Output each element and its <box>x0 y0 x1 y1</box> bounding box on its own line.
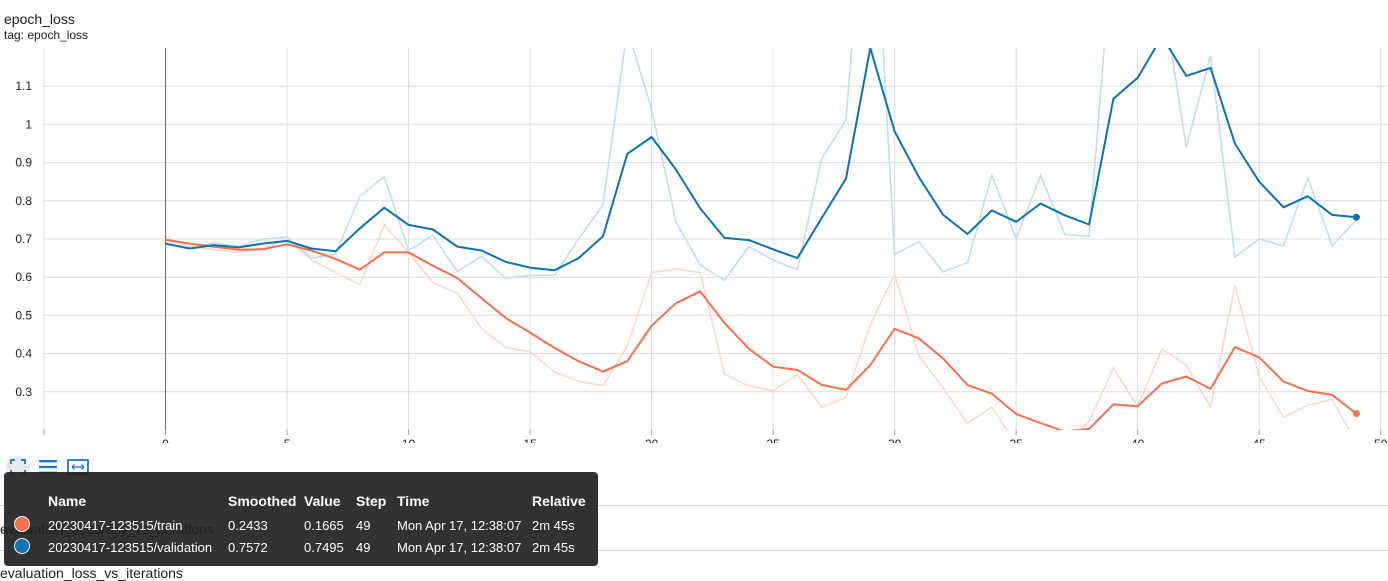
x-tick-label: 25 <box>766 437 780 443</box>
tooltip-table: Name Smoothed Value Step Time Relative 2… <box>14 492 598 557</box>
x-tick-label: 35 <box>1009 437 1023 443</box>
tooltip-row-train: 20230417-123515/train 0.2433 0.1665 49 M… <box>14 513 598 535</box>
series-raw-line-1 <box>165 48 1357 282</box>
card-tag: tag: epoch_loss <box>4 28 89 42</box>
time-value: Mon Apr 17, 12:38:07 <box>397 540 522 555</box>
step-value: 49 <box>356 540 371 555</box>
x-tick-label: 10 <box>402 437 416 443</box>
time-header: Time <box>397 493 430 509</box>
x-tick-label: 20 <box>645 437 659 443</box>
series-name: 20230417-123515/validation <box>48 540 213 555</box>
value-header: Value <box>304 493 341 509</box>
relative-header: Relative <box>532 493 586 509</box>
y-tick-label: 0.6 <box>15 270 32 284</box>
series-swatch <box>14 538 30 554</box>
y-tick-label: 0.3 <box>15 385 32 399</box>
series-smoothed-line-1 <box>165 48 1357 272</box>
divider <box>0 505 1388 506</box>
y-tick-label: 0.5 <box>15 308 32 322</box>
series-endpoint-1 <box>1352 213 1360 221</box>
name-header: Name <box>48 493 87 509</box>
step-value: 49 <box>356 518 371 533</box>
y-tick-label: 1.1 <box>15 79 32 93</box>
y-tick-label: 0.8 <box>15 194 32 208</box>
x-tick-label: 5 <box>284 437 291 443</box>
y-tick-label: 0.9 <box>15 156 32 170</box>
tooltip: Name Smoothed Value Step Time Relative 2… <box>4 472 598 566</box>
x-tick-label: 50 <box>1374 437 1388 443</box>
swatch-header <box>14 492 48 513</box>
relative-value: 2m 45s <box>532 540 575 555</box>
tooltip-header-row: Name Smoothed Value Step Time Relative <box>14 492 598 513</box>
x-tick-label: 45 <box>1253 437 1267 443</box>
fullscreen-icon <box>10 459 26 475</box>
tooltip-row-validation: 20230417-123515/validation 0.7572 0.7495… <box>14 535 598 557</box>
x-tick-label: 40 <box>1131 437 1145 443</box>
y-tick-label: 0.7 <box>15 232 32 246</box>
series-swatch <box>14 516 30 532</box>
loss-chart[interactable]: 0 5 10 15 20 25 30 35 40 45 50 0.3 0.4 0.5 0.6 0.7 0.8 0.… <box>0 48 1388 443</box>
series-smoothed-line-0 <box>165 238 1358 430</box>
smoothed-header: Smoothed <box>228 493 297 509</box>
time-value: Mon Apr 17, 12:38:07 <box>397 518 522 533</box>
relative-value: 2m 45s <box>532 518 575 533</box>
x-tick-label: 15 <box>523 437 537 443</box>
series-endpoint-0 <box>1352 410 1360 418</box>
raw-value: 0.1665 <box>304 518 344 533</box>
background-card-title[interactable]: evaluation_loss_vs_iterations <box>0 565 183 581</box>
series-name: 20230417-123515/train <box>48 518 183 533</box>
y-tick-label: 1 <box>25 117 32 131</box>
smoothed-value: 0.7572 <box>228 540 268 555</box>
divider <box>0 550 1388 551</box>
x-tick-label: 30 <box>888 437 902 443</box>
raw-value: 0.7495 <box>304 540 344 555</box>
series-raw-line-0 <box>165 223 1351 430</box>
step-header: Step <box>356 493 387 509</box>
x-tick-label: 0 <box>162 437 169 443</box>
smoothed-value: 0.2433 <box>228 518 268 533</box>
card-title: epoch_loss <box>4 11 75 27</box>
y-tick-label: 0.4 <box>15 347 32 361</box>
